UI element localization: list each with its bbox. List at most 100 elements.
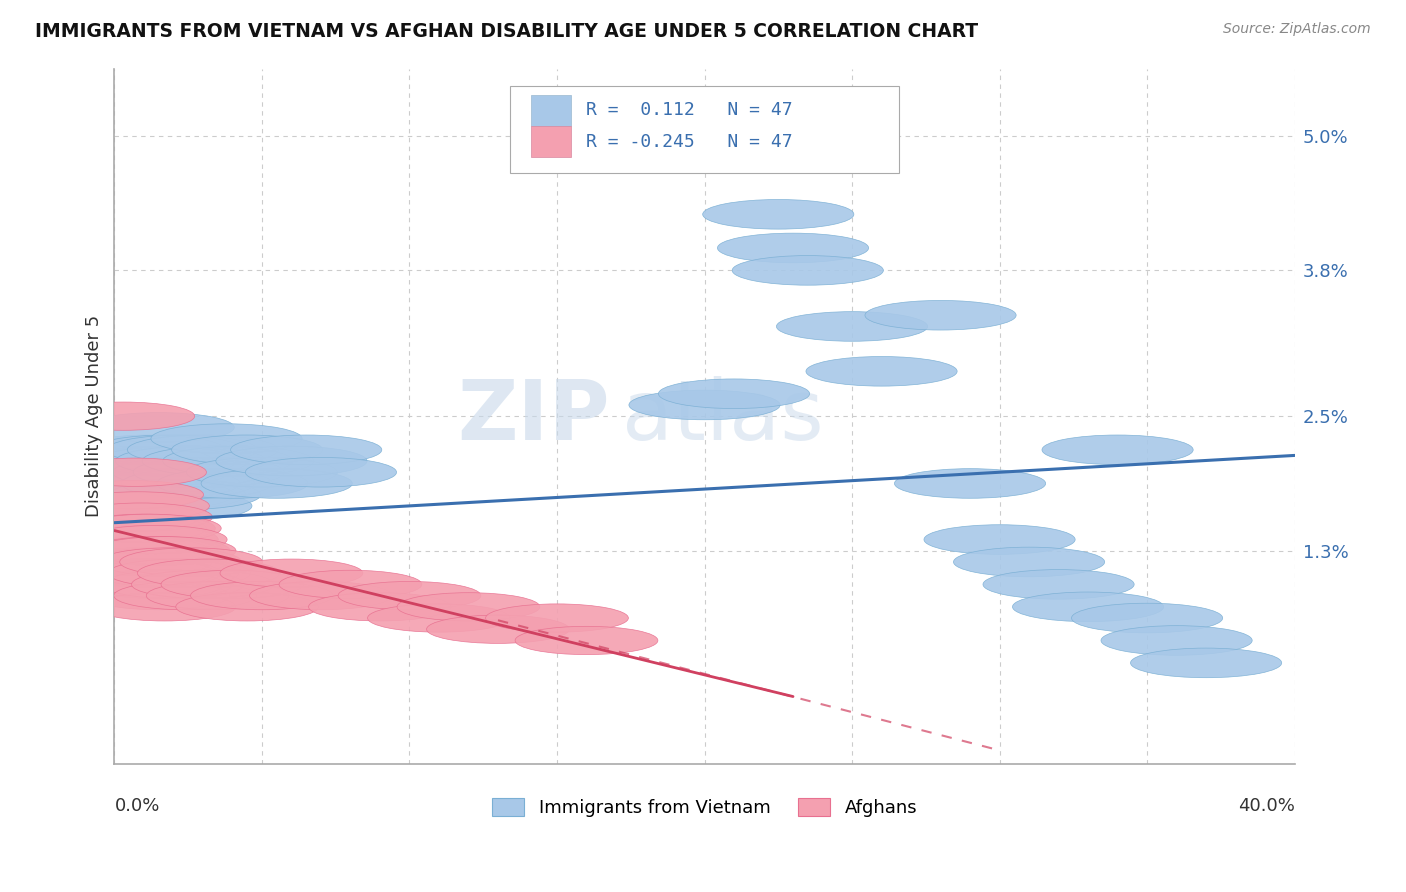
Ellipse shape	[84, 525, 228, 554]
Ellipse shape	[110, 480, 262, 509]
Ellipse shape	[172, 435, 323, 465]
Ellipse shape	[142, 446, 294, 475]
Ellipse shape	[308, 592, 451, 621]
Ellipse shape	[221, 559, 363, 587]
Ellipse shape	[1012, 592, 1164, 622]
Ellipse shape	[337, 582, 481, 610]
Ellipse shape	[86, 446, 238, 475]
Ellipse shape	[983, 570, 1135, 599]
Ellipse shape	[396, 592, 540, 621]
Text: 40.0%: 40.0%	[1237, 797, 1295, 815]
Ellipse shape	[103, 570, 245, 599]
Ellipse shape	[278, 570, 422, 599]
Ellipse shape	[163, 446, 314, 475]
Ellipse shape	[1130, 648, 1282, 678]
Ellipse shape	[703, 200, 853, 229]
Ellipse shape	[60, 481, 204, 508]
Ellipse shape	[191, 582, 333, 610]
Ellipse shape	[187, 458, 337, 487]
Ellipse shape	[98, 446, 249, 475]
Ellipse shape	[69, 468, 219, 499]
Ellipse shape	[79, 559, 221, 587]
Ellipse shape	[75, 435, 225, 465]
Text: ZIP: ZIP	[457, 376, 610, 457]
Ellipse shape	[69, 548, 212, 576]
Ellipse shape	[1101, 625, 1253, 656]
Ellipse shape	[90, 570, 233, 599]
Ellipse shape	[426, 615, 569, 643]
FancyBboxPatch shape	[531, 95, 571, 126]
Ellipse shape	[114, 582, 257, 610]
Ellipse shape	[69, 503, 212, 532]
Ellipse shape	[894, 468, 1046, 499]
Ellipse shape	[162, 570, 304, 599]
Ellipse shape	[121, 468, 273, 499]
Ellipse shape	[120, 548, 263, 576]
Ellipse shape	[1071, 603, 1223, 632]
Ellipse shape	[1042, 435, 1194, 465]
Ellipse shape	[63, 458, 207, 486]
Ellipse shape	[63, 514, 207, 542]
Ellipse shape	[146, 582, 290, 610]
Ellipse shape	[112, 458, 264, 487]
Ellipse shape	[128, 435, 278, 465]
Ellipse shape	[62, 446, 214, 475]
Ellipse shape	[77, 458, 228, 487]
Ellipse shape	[89, 468, 240, 499]
Ellipse shape	[98, 548, 242, 576]
Ellipse shape	[176, 592, 319, 621]
Ellipse shape	[79, 514, 221, 542]
Ellipse shape	[658, 379, 810, 409]
Ellipse shape	[246, 458, 396, 487]
Ellipse shape	[104, 468, 254, 499]
Ellipse shape	[83, 480, 235, 509]
Ellipse shape	[101, 491, 252, 521]
Ellipse shape	[776, 311, 928, 342]
Text: Source: ZipAtlas.com: Source: ZipAtlas.com	[1223, 22, 1371, 37]
Ellipse shape	[66, 491, 209, 520]
Ellipse shape	[76, 525, 218, 554]
Ellipse shape	[150, 424, 302, 453]
Ellipse shape	[93, 592, 236, 621]
Ellipse shape	[231, 435, 382, 465]
Ellipse shape	[52, 402, 194, 430]
Ellipse shape	[90, 548, 233, 576]
Ellipse shape	[73, 514, 215, 542]
Ellipse shape	[96, 559, 239, 587]
Ellipse shape	[58, 503, 201, 532]
Ellipse shape	[107, 435, 257, 465]
Ellipse shape	[485, 604, 628, 632]
Ellipse shape	[924, 524, 1076, 554]
Ellipse shape	[134, 458, 284, 487]
Ellipse shape	[66, 537, 209, 565]
Ellipse shape	[83, 413, 235, 442]
Ellipse shape	[94, 480, 246, 509]
Ellipse shape	[84, 548, 228, 576]
Ellipse shape	[865, 301, 1017, 330]
Ellipse shape	[93, 537, 236, 565]
FancyBboxPatch shape	[531, 127, 571, 157]
Ellipse shape	[76, 537, 218, 565]
Ellipse shape	[115, 446, 267, 475]
Ellipse shape	[82, 570, 224, 599]
Ellipse shape	[201, 468, 353, 499]
Ellipse shape	[132, 570, 274, 599]
Ellipse shape	[717, 233, 869, 263]
Ellipse shape	[91, 435, 243, 465]
Text: atlas: atlas	[621, 376, 824, 457]
Ellipse shape	[138, 559, 280, 587]
Legend: Immigrants from Vietnam, Afghans: Immigrants from Vietnam, Afghans	[485, 790, 924, 824]
Ellipse shape	[367, 604, 510, 632]
Ellipse shape	[108, 559, 250, 587]
Ellipse shape	[806, 357, 957, 386]
Text: IMMIGRANTS FROM VIETNAM VS AFGHAN DISABILITY AGE UNDER 5 CORRELATION CHART: IMMIGRANTS FROM VIETNAM VS AFGHAN DISABI…	[35, 22, 979, 41]
Ellipse shape	[87, 582, 231, 610]
FancyBboxPatch shape	[510, 86, 900, 173]
Ellipse shape	[87, 537, 231, 565]
Ellipse shape	[953, 547, 1105, 577]
Text: R =  0.112   N = 47: R = 0.112 N = 47	[586, 101, 793, 120]
Ellipse shape	[249, 582, 392, 610]
Ellipse shape	[515, 626, 658, 655]
Ellipse shape	[73, 559, 215, 587]
Y-axis label: Disability Age Under 5: Disability Age Under 5	[86, 315, 103, 517]
